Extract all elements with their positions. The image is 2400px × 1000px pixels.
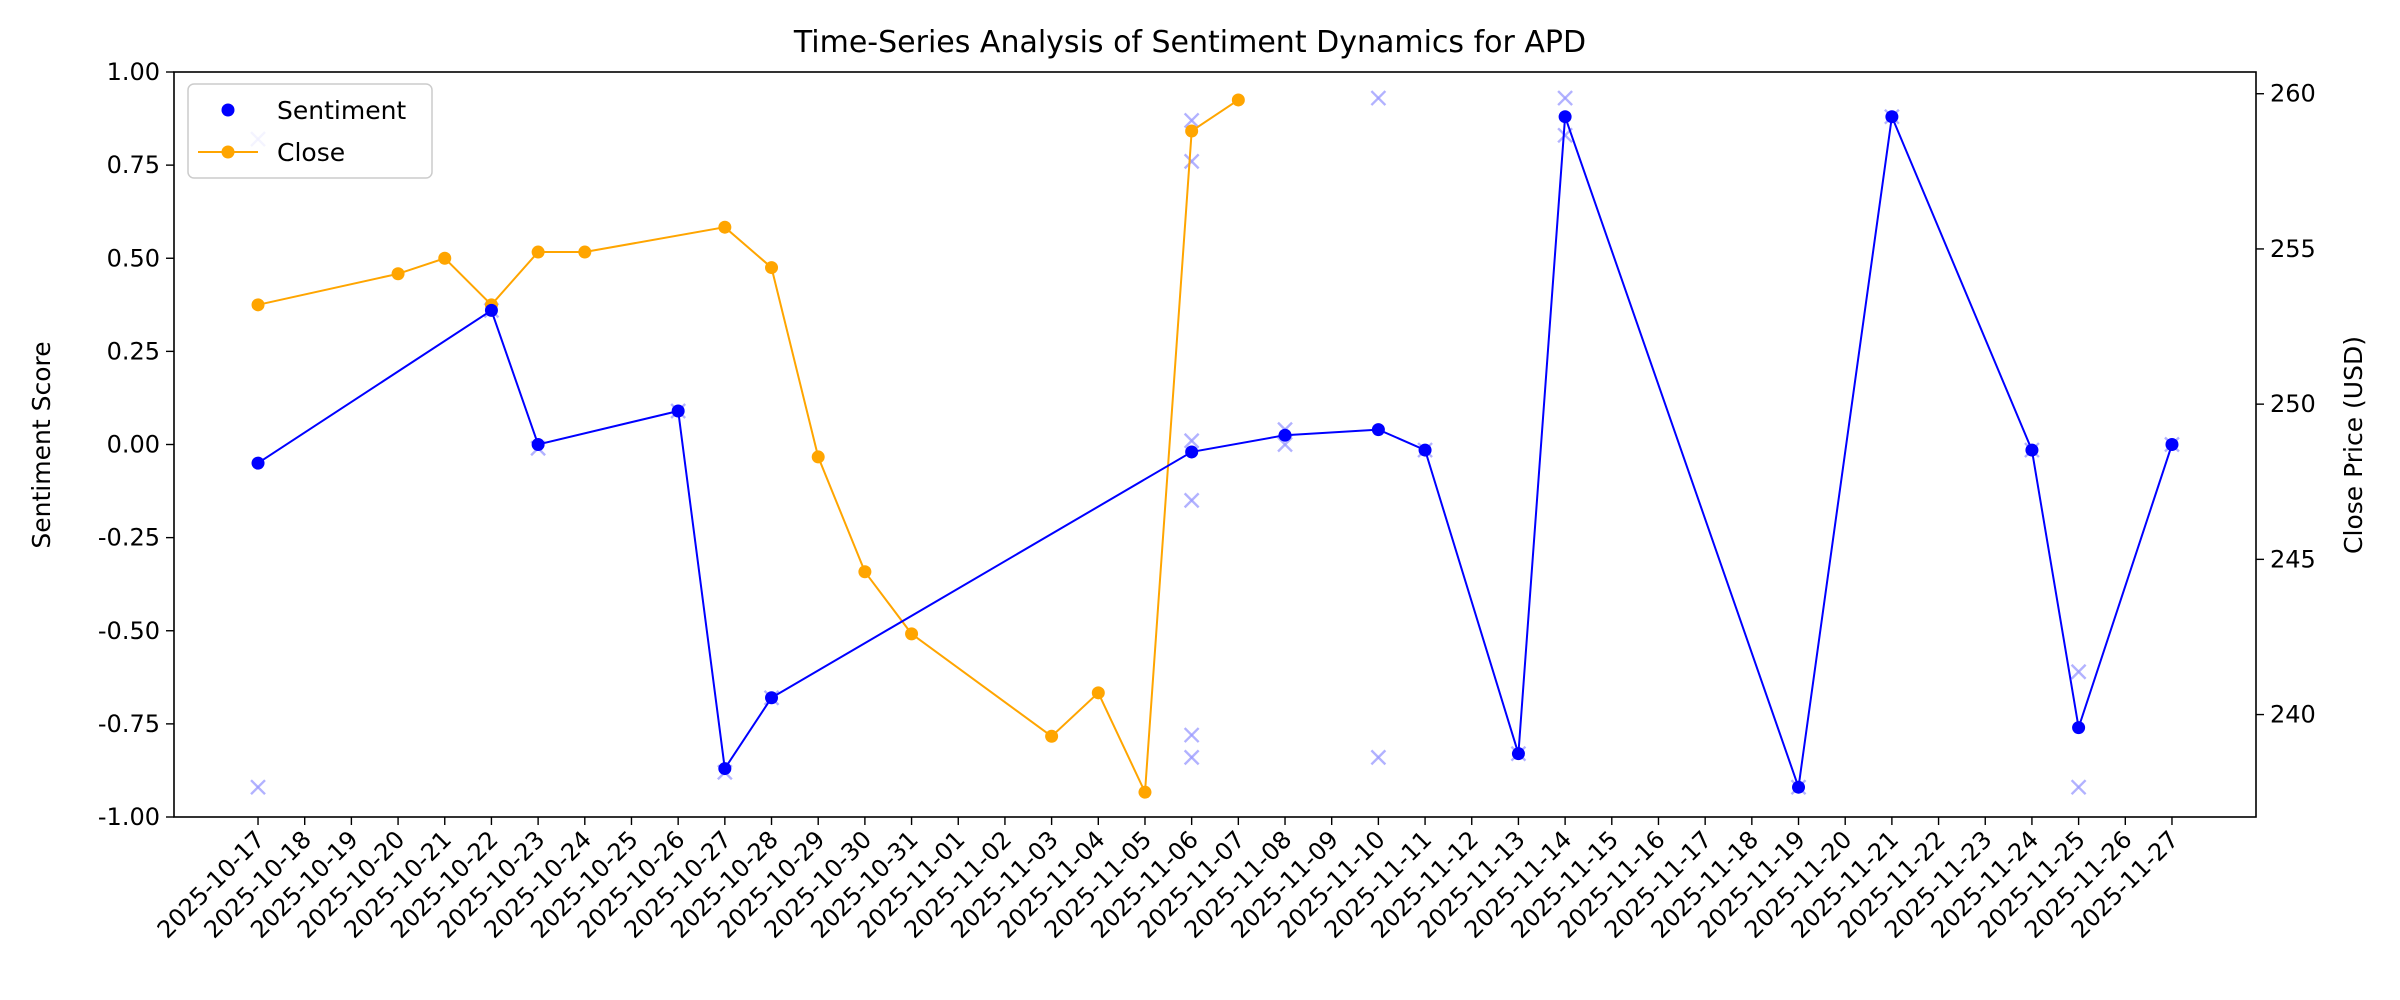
sentiment-point	[2072, 721, 2086, 735]
sentiment-point	[1558, 110, 1572, 124]
y2-tick-label: 250	[2270, 390, 2316, 418]
close-price-point	[1231, 93, 1245, 107]
raw-marker-stroke	[2070, 779, 2087, 796]
raw-marker-stroke	[1183, 432, 1200, 449]
legend: Sentiment Close	[187, 83, 433, 179]
sentiment-point	[671, 404, 685, 418]
sentiment-point	[1278, 428, 1292, 442]
raw-sentiment-marker	[1277, 436, 1293, 453]
sentiment-point	[531, 438, 545, 451]
plot-frame	[173, 71, 2257, 818]
close-price-point	[858, 565, 872, 579]
raw-marker-stroke	[1370, 90, 1387, 106]
raw-sentiment-marker	[1183, 492, 1200, 509]
legend-box	[187, 83, 433, 179]
close-price-point	[811, 450, 825, 464]
sentiment-point	[1511, 747, 1525, 761]
sentiment-line	[257, 112, 2173, 788]
close-price-point	[1138, 785, 1152, 799]
sentiment-point	[765, 691, 779, 705]
y2-axis-label: Close Price (USD)	[2339, 336, 2368, 554]
y-tick-label: 0.00	[107, 431, 160, 459]
close-price-point	[1185, 124, 1199, 138]
raw-marker-stroke	[250, 779, 266, 796]
raw-sentiment-marker	[250, 779, 266, 796]
y-tick-label: -0.50	[98, 617, 160, 645]
sentiment-point	[1418, 443, 1432, 457]
raw-sentiment-marker	[1183, 432, 1200, 449]
raw-marker-stroke	[1183, 749, 1200, 766]
legend-close-label: Close	[277, 138, 345, 167]
y-tick-label: 0.50	[107, 244, 160, 272]
y-tick-label: -0.25	[98, 524, 160, 552]
y-tick-label: -0.75	[98, 710, 160, 738]
raw-sentiment-marker	[1557, 90, 1573, 106]
raw-marker-stroke	[1183, 727, 1200, 743]
raw-sentiment-marker	[1370, 749, 1387, 766]
close-price-point	[1045, 729, 1059, 743]
raw-marker-stroke	[2070, 663, 2087, 680]
raw-sentiment-marker	[1370, 90, 1387, 106]
close-price-line	[257, 99, 1239, 797]
raw-sentiment-marker	[1183, 727, 1200, 743]
raw-marker-stroke	[1557, 90, 1573, 106]
legend-sentiment-label: Sentiment	[277, 96, 406, 125]
y-tick-label: -1.00	[98, 803, 160, 831]
close-price-point	[438, 251, 452, 265]
sentiment-point	[2165, 438, 2179, 451]
sentiment-point	[1185, 445, 1199, 459]
legend-close-marker	[221, 145, 235, 159]
y-axis-label: Sentiment Score	[27, 341, 56, 548]
raw-sentiment-marker	[1183, 153, 1200, 170]
raw-marker-stroke	[1183, 153, 1200, 170]
sentiment-point	[1371, 423, 1385, 437]
sentiment-point	[484, 303, 498, 317]
raw-marker-stroke	[1183, 112, 1200, 129]
sentiment-point	[718, 762, 732, 776]
y2-tick-label: 240	[2270, 701, 2316, 729]
raw-marker-stroke	[1370, 749, 1387, 766]
y2-tick-label: 255	[2270, 235, 2316, 263]
sentiment-point	[1792, 780, 1806, 794]
close-price-point	[251, 298, 265, 312]
sentiment-point	[251, 456, 265, 470]
raw-sentiment-marker	[2070, 663, 2087, 680]
axes: -1.00 -0.75 -0.50 -0.25 0.00 0.25 0.50 0.75 1.00…	[98, 58, 2316, 944]
raw-marker-stroke	[1277, 436, 1293, 453]
sentiment-point	[2025, 443, 2039, 457]
y2-tick-label: 245	[2270, 545, 2316, 573]
close-price-point	[765, 261, 779, 275]
close-price-point	[531, 245, 545, 259]
raw-sentiment-marker	[2070, 779, 2087, 796]
legend-sentiment-marker	[221, 103, 235, 117]
sentiment-point	[1885, 110, 1899, 124]
y-tick-label: 0.25	[107, 337, 160, 365]
y2-tick-label: 260	[2270, 80, 2316, 108]
plot-area	[250, 90, 2180, 799]
raw-sentiment-marker	[1183, 112, 1200, 129]
raw-sentiment-marker	[1183, 749, 1200, 766]
chart-title: Time-Series Analysis of Sentiment Dynami…	[793, 25, 1586, 60]
close-price-point	[1091, 686, 1105, 700]
close-price-point	[905, 627, 919, 641]
close-price-point	[578, 245, 592, 259]
y-tick-label: 1.00	[107, 58, 160, 86]
raw-marker-stroke	[1183, 492, 1200, 509]
close-price-point	[391, 267, 405, 281]
y-tick-label: 0.75	[107, 151, 160, 179]
close-price-point	[718, 220, 732, 234]
